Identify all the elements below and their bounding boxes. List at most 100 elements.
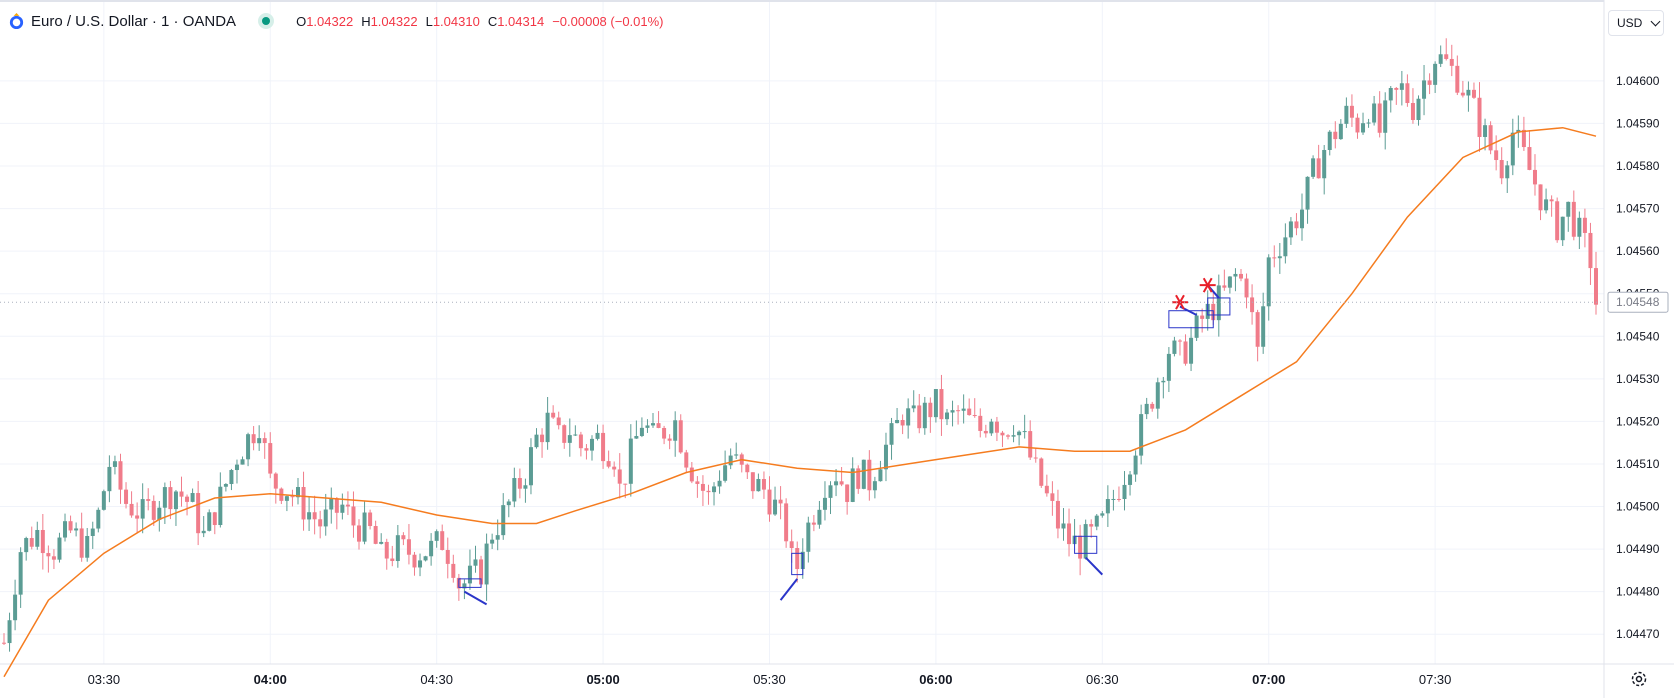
candle-down [312,512,317,520]
candle-down [345,504,350,507]
candle-down [601,432,606,462]
annotation-arrow [1084,556,1104,576]
candle-down [46,553,51,557]
candle-up [1327,131,1332,150]
candle-up [190,493,195,502]
candle-down [795,548,800,570]
candle-up [429,540,434,557]
low-value: 1.04310 [432,13,480,29]
candle-up [1266,257,1271,307]
currency-select[interactable]: USD [1608,10,1664,36]
legend-header: Euro / U.S. Dollar · 1 · OANDA O1.04322 … [8,10,664,32]
change-value: −0.00008 (−0.01%) [552,13,664,29]
candle-up [157,507,162,520]
candle-up [107,466,112,492]
candle-down [368,512,373,527]
candle-down [251,434,256,444]
candle-down [662,427,667,439]
candle-up [523,485,528,489]
candle-up [490,539,495,544]
candle-down [373,526,378,544]
candle-down [1555,201,1560,241]
candle-up [1144,403,1149,415]
candle-down [51,556,56,560]
candle-up [229,470,234,485]
candle-up [462,583,467,589]
candle-up [74,528,79,531]
candle-down [900,419,905,426]
candle-down [1250,297,1255,313]
candle-down [412,554,417,568]
candle-down [1150,403,1155,409]
y-tick-label: 1.04540 [1616,329,1660,343]
candle-down [1488,125,1493,151]
candle-down [401,535,406,540]
candle-down [767,489,772,515]
candle-down [994,421,999,433]
candle-up [1361,123,1366,133]
candle-down [384,541,389,559]
candle-up [162,487,167,508]
candle-up [1139,414,1144,456]
candle-down [1238,273,1243,279]
symbol-title[interactable]: Euro / U.S. Dollar · 1 · OANDA [31,12,237,30]
y-tick-label: 1.04590 [1616,116,1660,130]
candle-up [284,496,289,501]
candle-up [418,560,423,568]
candle-down [1405,83,1410,104]
candle-down [129,503,134,516]
candle-up [728,455,733,466]
candle-up [18,552,23,595]
candle-down [1244,278,1249,298]
candle-down [562,425,567,443]
candle-up [534,434,539,448]
candle-down [761,478,766,490]
candle-down [1116,498,1121,500]
y-tick-label: 1.04530 [1616,372,1660,386]
candle-down [1582,217,1587,233]
candle-up [944,412,949,420]
candle-down [967,408,972,416]
candle-up [1383,100,1388,133]
candle-down [118,461,123,490]
currency-label: USD [1617,16,1643,30]
candle-up [895,419,900,424]
candle-down [1377,103,1382,133]
candle-up [1277,256,1282,259]
candle-down [839,481,844,485]
x-tick-label: 05:00 [586,672,619,687]
candle-up [1216,285,1221,321]
candle-down [606,461,611,467]
open-value: 1.04322 [306,13,354,29]
candle-down [1006,435,1011,437]
candle-down [939,389,944,420]
candle-up [545,412,550,443]
candle-up [922,402,927,429]
candle-down [185,496,190,502]
open-label: O [296,13,307,29]
x-tick-label: 06:30 [1086,672,1119,687]
candle-down [68,521,73,531]
candle-up [639,427,644,437]
candle-up [756,478,761,492]
candle-down [1055,500,1060,529]
candle-down [151,500,156,520]
gear-icon[interactable] [1630,670,1648,688]
candle-up [1233,273,1238,277]
candle-down [1444,54,1449,59]
candle-up [223,484,228,487]
candle-up [1133,455,1138,475]
candle-up [573,434,578,436]
candle-down [584,448,589,451]
candle-down [1571,201,1576,237]
candle-down [972,415,977,417]
y-tick-label: 1.04490 [1616,542,1660,556]
candle-up [395,535,400,562]
annotation-star-icon [1199,277,1216,293]
candle-up [484,543,489,585]
candle-down [1316,158,1321,179]
candle-up [834,481,839,486]
candle-up [340,504,345,513]
candle-down [124,489,129,504]
